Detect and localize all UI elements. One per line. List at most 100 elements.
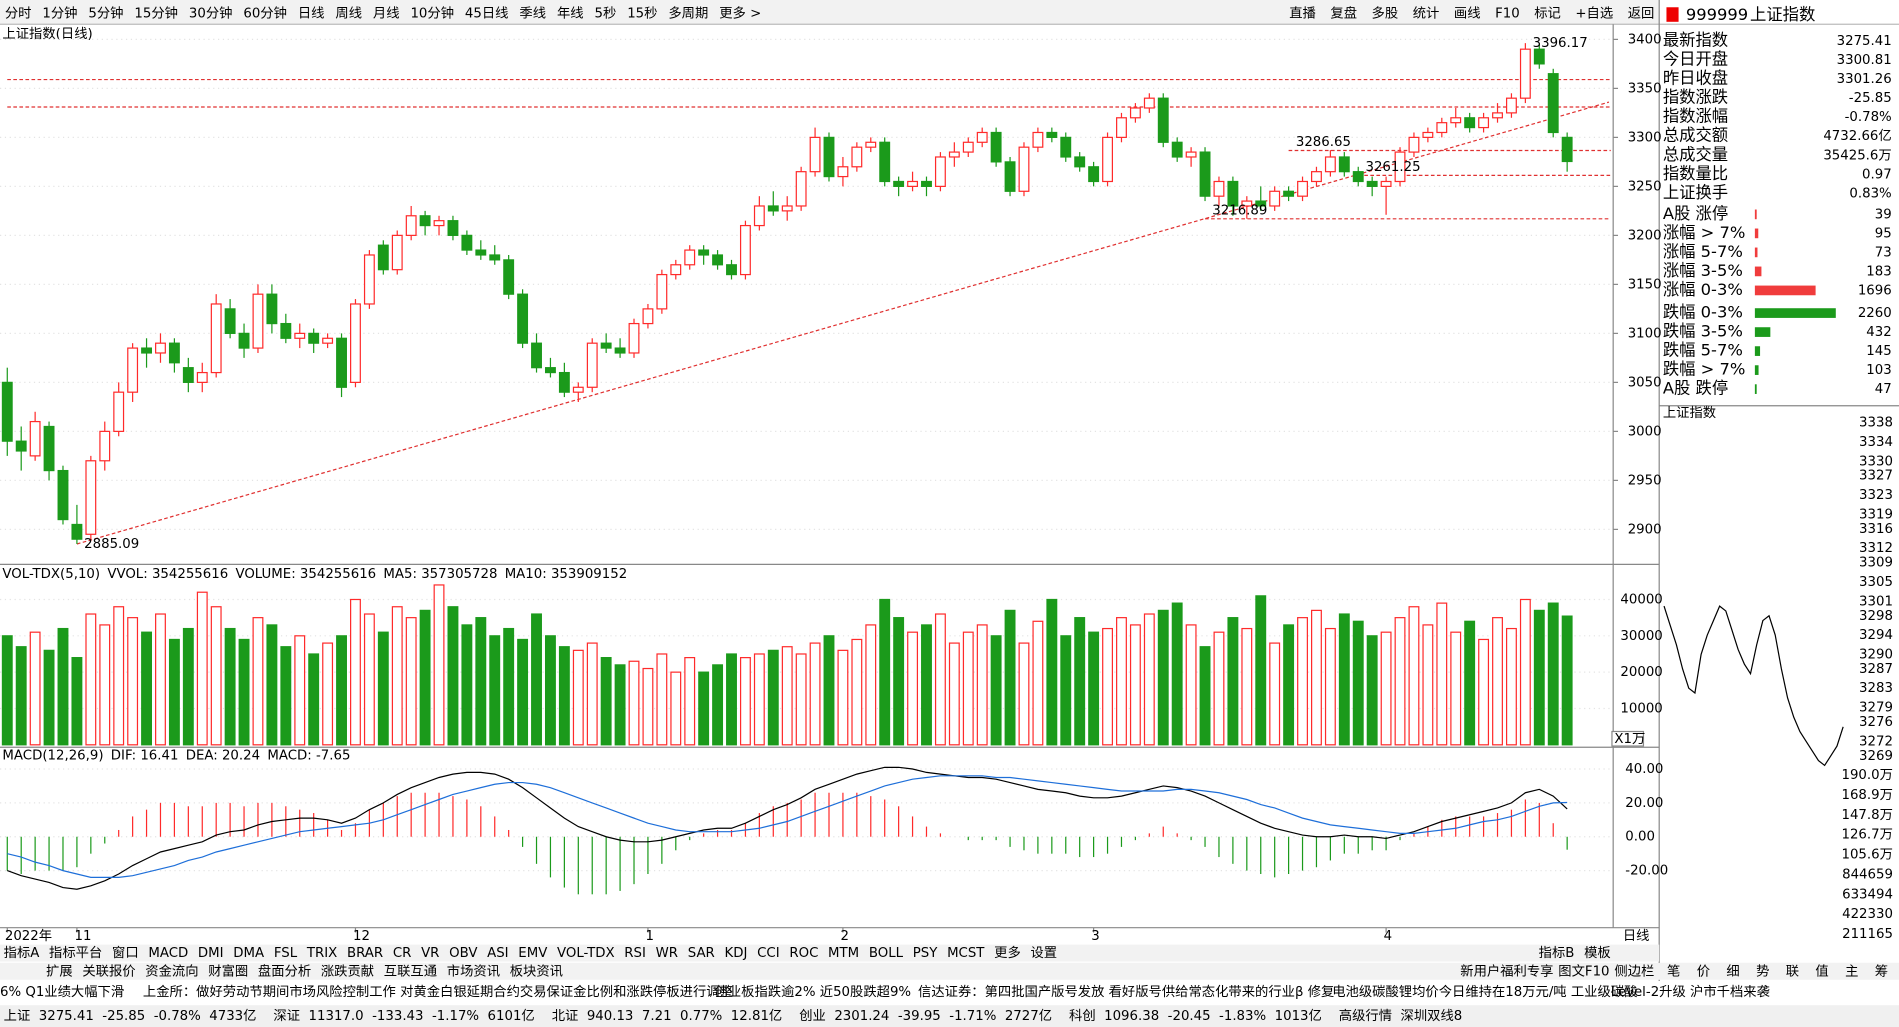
indicator-tab[interactable]: BOLL bbox=[869, 946, 904, 961]
side-tab[interactable]: 值 bbox=[1815, 963, 1828, 979]
indicator-tab[interactable]: EMV bbox=[518, 946, 547, 961]
candle-body bbox=[1060, 136, 1072, 158]
side-tab[interactable]: 筹 bbox=[1875, 962, 1888, 979]
indicator-tab[interactable]: PSY bbox=[913, 946, 938, 961]
news-item[interactable]: 6% Q1业绩大幅下滑 bbox=[0, 984, 124, 1000]
status-item: 7.21 bbox=[642, 1009, 672, 1024]
toolbar-tab[interactable]: 15秒 bbox=[627, 5, 657, 21]
toolbar-button[interactable]: 统计 bbox=[1413, 5, 1440, 21]
info-tab[interactable]: 侧边栏 bbox=[1614, 963, 1654, 979]
breadth-bar bbox=[1754, 285, 1816, 296]
indicator-tab[interactable]: 模板 bbox=[1584, 945, 1611, 961]
info-tab[interactable]: 关联报价 bbox=[82, 963, 135, 979]
indicator-tab[interactable]: ASI bbox=[487, 946, 508, 961]
indicator-tab[interactable]: BRAR bbox=[347, 946, 383, 961]
info-tab[interactable]: 互联互通 bbox=[384, 963, 437, 979]
toolbar-button[interactable]: 多股 bbox=[1372, 4, 1399, 21]
toolbar-tab[interactable]: 月线 bbox=[373, 5, 400, 21]
side-tab[interactable]: 细 bbox=[1726, 963, 1739, 979]
info-tab[interactable]: 财富圈 bbox=[208, 962, 248, 979]
indicator-tab[interactable]: CCI bbox=[757, 946, 780, 961]
toolbar-tab[interactable]: 15分钟 bbox=[134, 4, 178, 21]
toolbar-tab[interactable]: 30分钟 bbox=[189, 4, 233, 21]
y-tick-label: 3319 bbox=[1859, 507, 1893, 522]
info-tab[interactable]: 资金流向 bbox=[145, 963, 198, 979]
toolbar-tab[interactable]: 年线 bbox=[557, 5, 584, 21]
quote-label: 指数涨幅 bbox=[1663, 107, 1728, 126]
info-tab[interactable]: 板块资讯 bbox=[510, 963, 563, 979]
news-item[interactable]: Level-2升级 沪市千档来袭 bbox=[1611, 983, 1770, 1000]
indicator-tab[interactable]: MTM bbox=[828, 946, 859, 961]
volume-bar bbox=[461, 624, 473, 746]
side-tab[interactable]: 笔 bbox=[1667, 963, 1680, 979]
indicator-tab[interactable]: FSL bbox=[274, 946, 298, 961]
indicator-tab[interactable]: 更多 bbox=[994, 944, 1021, 961]
info-tab[interactable]: 盘面分析 bbox=[258, 962, 311, 979]
indicator-tab[interactable]: DMA bbox=[233, 946, 264, 961]
news-item[interactable]: 创业板指跌逾2% 近50股跌超9% bbox=[715, 984, 912, 1000]
y-tick-label: 3298 bbox=[1859, 609, 1893, 624]
indicator-tab[interactable]: MACD bbox=[148, 946, 188, 961]
status-item: 高级行情 bbox=[1339, 1007, 1392, 1024]
toolbar-button[interactable]: +自选 bbox=[1575, 5, 1613, 21]
period-button[interactable]: 日线 bbox=[1623, 928, 1650, 944]
toolbar-button[interactable]: F10 bbox=[1495, 6, 1520, 21]
news-item[interactable]: 电池级碳酸锂均价今日维持在18万元/吨 工业级碳酸 bbox=[1332, 984, 1637, 1000]
toolbar-bg bbox=[0, 0, 1660, 25]
side-tab[interactable]: 价 bbox=[1697, 964, 1710, 979]
toolbar-button[interactable]: 画线 bbox=[1454, 5, 1481, 21]
side-tab[interactable]: 联 bbox=[1786, 963, 1799, 979]
side-tab[interactable]: 主 bbox=[1845, 963, 1858, 979]
news-item[interactable]: 上金所：做好劳动节期间市场风险控制工作 对黄金白银延期合约交易保证金比例和涨跌停… bbox=[143, 983, 733, 1000]
indicator-tab[interactable]: 指标A bbox=[4, 945, 40, 961]
news-item[interactable]: 信达证券：第四批国产版号发放 看好版号供给常态化带来的行业β 修复 bbox=[918, 983, 1334, 1000]
toolbar-button[interactable]: 直播 bbox=[1289, 5, 1316, 21]
indicator-tab[interactable]: RSI bbox=[624, 946, 646, 961]
volume-bar bbox=[350, 598, 361, 746]
toolbar-tab[interactable]: 5秒 bbox=[595, 5, 617, 21]
indicator-tab[interactable]: TRIX bbox=[306, 946, 337, 961]
toolbar-tab[interactable]: 周线 bbox=[335, 5, 362, 21]
toolbar-tab[interactable]: 10分钟 bbox=[410, 4, 454, 21]
indicator-tab[interactable]: ROC bbox=[789, 946, 818, 961]
indicator-tab[interactable]: 指标B bbox=[1539, 945, 1575, 961]
indicator-tab[interactable]: WR bbox=[656, 946, 678, 961]
y-tick-label: 3327 bbox=[1859, 469, 1893, 484]
status-item: 6101亿 bbox=[488, 1008, 535, 1024]
indicator-tab[interactable]: KDJ bbox=[725, 946, 748, 961]
info-tab[interactable]: 市场资讯 bbox=[447, 962, 500, 979]
toolbar-tab[interactable]: 1分钟 bbox=[42, 4, 77, 21]
info-tab[interactable]: 涨跌贡献 bbox=[321, 963, 374, 979]
indicator-tab[interactable]: MCST bbox=[947, 946, 985, 961]
indicator-tab[interactable]: DMI bbox=[198, 946, 224, 961]
panel-title: MACD(12,26,9) bbox=[2, 749, 103, 764]
toolbar-tab[interactable]: 分时 bbox=[5, 5, 32, 21]
toolbar-tab[interactable]: 季线 bbox=[519, 5, 546, 21]
toolbar-button[interactable]: 复盘 bbox=[1330, 4, 1357, 21]
toolbar-button[interactable]: 标记 bbox=[1534, 5, 1561, 21]
indicator-tab[interactable]: 设置 bbox=[1030, 945, 1057, 961]
indicator-tab[interactable]: VOL-TDX bbox=[557, 946, 615, 961]
indicator-tab[interactable]: CR bbox=[393, 946, 412, 961]
toolbar-tab[interactable]: 更多 > bbox=[719, 4, 761, 21]
indicator-tab[interactable]: 指标平台 bbox=[49, 945, 102, 961]
indicator-tab[interactable]: 窗口 bbox=[112, 944, 139, 961]
toolbar-button[interactable]: 返回 bbox=[1628, 5, 1655, 21]
indicator-tab[interactable]: OBV bbox=[449, 946, 477, 961]
volume-bar bbox=[141, 631, 153, 746]
candle-body bbox=[851, 146, 863, 168]
indicator-tab[interactable]: SAR bbox=[688, 946, 715, 961]
info-tab[interactable]: 扩展 bbox=[46, 963, 73, 979]
breadth-bar bbox=[1754, 228, 1759, 239]
toolbar-tab[interactable]: 日线 bbox=[298, 5, 325, 21]
info-tab[interactable]: 新用户福利专享 bbox=[1460, 962, 1553, 979]
info-tab[interactable]: 图文F10 bbox=[1558, 963, 1609, 979]
toolbar-tab[interactable]: 5分钟 bbox=[88, 4, 123, 21]
x-tick-label: 2022年 bbox=[5, 928, 52, 944]
volume-bar bbox=[1255, 595, 1267, 746]
side-tab[interactable]: 势 bbox=[1756, 963, 1769, 979]
toolbar-tab[interactable]: 60分钟 bbox=[243, 4, 287, 21]
toolbar-tab[interactable]: 多周期 bbox=[668, 4, 708, 21]
toolbar-tab[interactable]: 45日线 bbox=[465, 5, 509, 21]
indicator-tab[interactable]: VR bbox=[421, 946, 439, 961]
